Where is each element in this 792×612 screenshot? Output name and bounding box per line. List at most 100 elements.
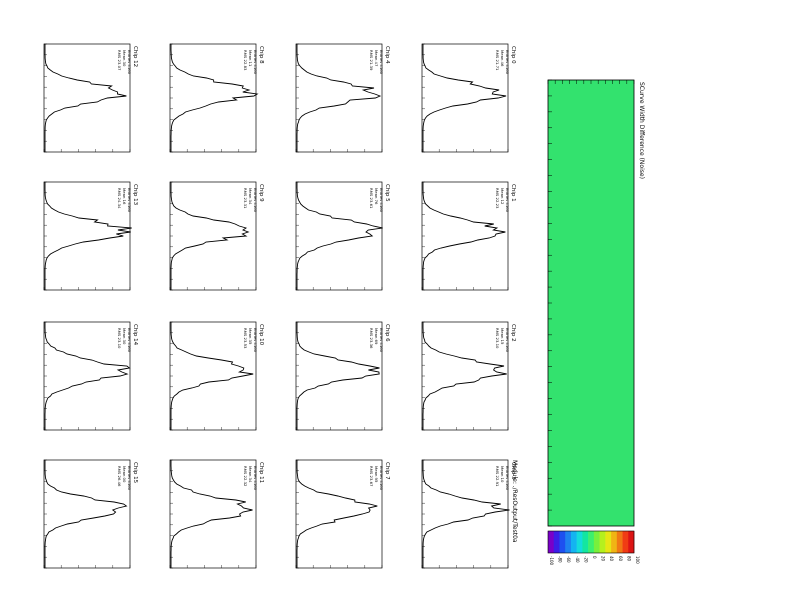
colorbar-frame <box>547 530 635 554</box>
panel-entries: Entries 4160 <box>379 466 384 491</box>
histogram-curve <box>296 322 380 430</box>
colorbar-cell <box>553 531 560 553</box>
panel-mean: Mean 69 <box>374 328 379 345</box>
panel-title: Chip 0 <box>510 46 516 64</box>
panel-rms: RMS 23.07 <box>117 50 122 71</box>
colorbar-tick-label: -100 <box>549 556 554 566</box>
colorbar-tick-label: 40 <box>609 556 614 562</box>
panel-title: Chip 1 <box>510 184 516 202</box>
panel-entries: Entries 4160 <box>505 50 510 75</box>
colorbar-tick-label: -60 <box>566 556 571 563</box>
histogram-curve <box>296 44 382 152</box>
colorbar-cell <box>548 531 555 553</box>
panel-mean: Mean 11 <box>248 50 253 67</box>
panel-rms: RMS 22.83 <box>243 50 248 71</box>
histogram-curve <box>296 460 378 568</box>
panel-frame <box>43 43 131 153</box>
panel-rms: RMS 21.71 <box>495 50 500 71</box>
colorbar-cell <box>611 531 618 553</box>
colorbar-cell <box>628 531 635 553</box>
panel-mean: Mean 30 <box>122 50 127 67</box>
colorbar-cell <box>599 531 606 553</box>
colorbar-cell <box>588 531 595 553</box>
panel-title: Chip 9 <box>258 184 264 202</box>
panel-frame <box>295 459 383 569</box>
panel-frame <box>295 181 383 291</box>
colorbar-tick-labels: -100 -80 -60 -40 -20 0 20 40 60 80 100 <box>549 556 640 566</box>
panel-entries: Entries 4160 <box>505 328 510 353</box>
colorbar-tick-label: 0 <box>592 556 597 559</box>
main-map-frame <box>547 79 635 527</box>
panel-frame <box>421 459 509 569</box>
colorbar-cells <box>548 531 635 553</box>
panel-entries: Entries 4160 <box>505 466 510 491</box>
histogram-curve <box>44 460 128 568</box>
panel-entries: Entries 4160 <box>379 50 384 75</box>
panel-entries: Entries 4160 <box>253 466 258 491</box>
panel-mean: Mean 30 <box>122 328 127 345</box>
histogram-curve <box>170 182 250 290</box>
histogram-curve <box>170 460 253 568</box>
panel-entries: Entries 4160 <box>505 188 510 213</box>
panel-title: Chip 4 <box>384 46 390 64</box>
panel-rms: RMS 22.23 <box>495 188 500 209</box>
panel-entries: Entries 4160 <box>127 50 132 75</box>
panel-frame <box>43 181 131 291</box>
panel-rms: RMS 23.31 <box>243 188 248 209</box>
panel-mean: Mean 46 <box>500 50 505 67</box>
colorbar-tick-label: 100 <box>635 556 640 564</box>
panel-title: Chip 10 <box>258 324 264 346</box>
histogram-curve <box>422 44 507 152</box>
main-map-ticks <box>547 79 635 527</box>
colorbar: -100 -80 -60 -40 -20 0 20 40 60 80 100 <box>547 530 640 566</box>
panel-mean: Mean 35 <box>248 328 253 345</box>
colorbar-tick-label: 20 <box>601 556 606 562</box>
module-label: Module: ./ResOutput/Test0a <box>511 460 518 543</box>
panel-mean: Mean 00 <box>122 466 127 483</box>
panel-rms: RMS 22.91 <box>495 466 500 487</box>
panel-entries: Entries 4160 <box>253 188 258 213</box>
panel-frame <box>295 43 383 153</box>
panel-entries: Entries 4160 <box>127 466 132 491</box>
histogram-curve <box>422 460 510 568</box>
panel-rms: RMS 21.39 <box>369 50 374 71</box>
histogram-curve <box>170 322 254 430</box>
panel-entries: Entries 4160 <box>127 188 132 213</box>
panel-mean: Mean 95 <box>374 466 379 483</box>
panel-title: Chip 5 <box>384 184 390 202</box>
colorbar-cell <box>582 531 589 553</box>
panel-rms: RMS 23.10 <box>495 328 500 349</box>
histogram-curve <box>170 44 259 152</box>
panel-rms: RMS 23.53 <box>243 328 248 349</box>
panel-mean: Mean 15 <box>500 328 505 345</box>
histogram-curve <box>422 182 506 290</box>
colorbar-cell <box>570 531 577 553</box>
main-title: SCurve Width Difference (Noise) <box>638 82 645 179</box>
panel-entries: Entries 4160 <box>127 328 132 353</box>
panel-title: Chip 13 <box>132 184 138 206</box>
histogram-curve <box>422 322 507 430</box>
panel-rms: RMS 23.36 <box>369 328 374 349</box>
colorbar-cell <box>576 531 583 553</box>
panel-rms: RMS 26.46 <box>117 466 122 487</box>
histogram-curve <box>44 322 131 430</box>
panel-rms: RMS 23.10 <box>117 328 122 349</box>
panel-mean: Mean 34 <box>248 188 253 205</box>
panel-mean: Mean 76 <box>374 188 379 205</box>
panel-entries: Entries 4160 <box>379 188 384 213</box>
panel-title: Chip 11 <box>258 462 264 483</box>
colorbar-cell <box>593 531 600 553</box>
histogram-curve <box>44 44 127 152</box>
main-map: SCurve Width Difference (Noise) Module: … <box>511 79 645 543</box>
panel-entries: Entries 4160 <box>379 328 384 353</box>
